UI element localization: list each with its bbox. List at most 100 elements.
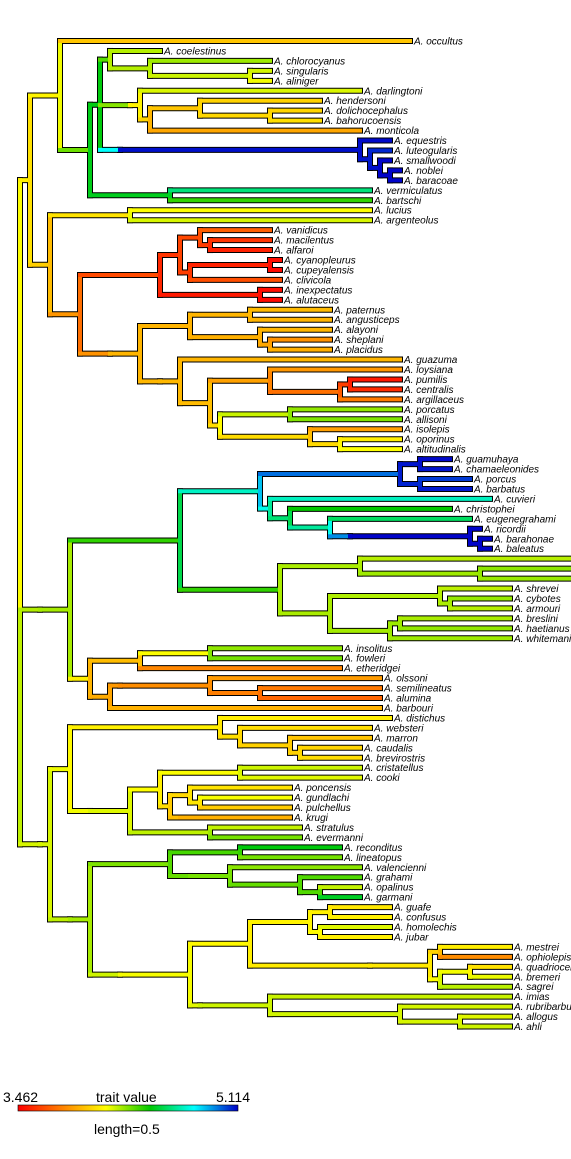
- tip-label: A. lucius: [373, 206, 412, 217]
- tip-label: A. barbouri: [383, 703, 434, 714]
- tip-label: A. porcatus: [403, 405, 455, 416]
- tip-label: A. krugi: [293, 813, 329, 824]
- tip-label: A. oporinus: [403, 435, 455, 446]
- tip-label: A. cristatellus: [363, 763, 423, 774]
- tip-label: A. homolechis: [393, 922, 457, 933]
- tip-label: A. olssoni: [383, 674, 428, 685]
- tip-label: A. fowleri: [343, 654, 386, 665]
- tip-label: A. barahonae: [493, 534, 554, 545]
- legend-max-label: 5.114: [216, 1089, 250, 1105]
- tip-label: A. christophei: [453, 504, 515, 515]
- tip-label: A. isolepis: [403, 425, 450, 436]
- legend-title: trait value: [96, 1089, 157, 1105]
- tip-label: A. brevirostris: [363, 753, 425, 764]
- tip-label: A. alumina: [383, 694, 432, 705]
- tip-label: A. pulchellus: [293, 803, 351, 814]
- tip-label: A. jubar: [393, 932, 429, 943]
- tip-label: A. bremeri: [513, 972, 561, 983]
- tip-label: A. insolitus: [343, 644, 392, 655]
- tip-label: A. gundlachi: [293, 793, 350, 804]
- tip-label: A. cuvieri: [493, 494, 536, 505]
- tip-label: A. cybotes: [513, 594, 561, 605]
- tip-label: A. ricordii: [483, 524, 526, 535]
- tip-label: A. luteogularis: [393, 146, 457, 157]
- tip-label: A. valencienni: [363, 863, 427, 874]
- tip-label: A. dolichocephalus: [323, 106, 408, 117]
- tip-label: A. mestrei: [513, 942, 560, 953]
- tip-label: A. hendersoni: [323, 96, 386, 107]
- tip-label: A. equestris: [393, 136, 447, 147]
- tip-label: A. loysiana: [403, 365, 453, 376]
- tip-label: A. singularis: [273, 66, 328, 77]
- tip-label: A. rubribarbus: [513, 1002, 571, 1013]
- tip-label: A. breslini: [513, 614, 559, 625]
- tip-label: A. cyanopleurus: [283, 256, 356, 267]
- tip-label: A. reconditus: [343, 843, 402, 854]
- tip-label: A. poncensis: [293, 783, 351, 794]
- tip-label: A. altitudinalis: [403, 445, 466, 456]
- tip-label: A. stratulus: [303, 823, 354, 834]
- tip-label: A. vermiculatus: [373, 186, 442, 197]
- tip-label: A. cupeyalensis: [283, 265, 354, 276]
- tip-label: A. smallwoodi: [393, 156, 456, 167]
- tip-label: A. placidus: [333, 345, 383, 356]
- tip-label: A. allogus: [513, 1012, 558, 1023]
- tip-label: A. quadriocellifer: [513, 962, 571, 973]
- tip-label: A. noblei: [403, 166, 444, 177]
- tip-label: A. baracoae: [403, 176, 458, 187]
- tip-label: A. porcus: [473, 475, 516, 486]
- tip-label: A. lineatopus: [343, 853, 402, 864]
- tip-label: A. centralis: [403, 385, 453, 396]
- tip-labels: A. occultus A. coelestinus A. chlorocyanus…: [163, 37, 571, 1034]
- tip-label: A. chlorocyanus: [273, 56, 345, 67]
- tip-label: A. coelestinus: [163, 46, 226, 57]
- tip-label: A. alfaroi: [273, 246, 314, 257]
- tip-label: A. opalinus: [363, 883, 413, 894]
- tip-label: A. distichus: [393, 713, 445, 724]
- tip-label: A. whitemani: [513, 634, 571, 645]
- tip-label: A. haetianus: [513, 624, 570, 635]
- tip-label: A. argenteolus: [373, 216, 439, 227]
- tip-label: A. imias: [513, 992, 550, 1003]
- tip-label: A. alutaceus: [283, 295, 339, 306]
- tip-label: A. darlingtoni: [363, 86, 423, 97]
- tip-label: A. monticola: [363, 126, 419, 137]
- tip-label: A. eugenegrahami: [473, 514, 557, 525]
- tip-label: A. macilentus: [273, 236, 334, 247]
- tip-label: A. sagrei: [513, 982, 554, 993]
- tip-label: A. marron: [373, 733, 418, 744]
- tip-label: A. inexpectatus: [283, 285, 352, 296]
- tip-label: A. ahli: [513, 1022, 543, 1033]
- tip-label: A. etheridgei: [343, 664, 401, 675]
- tip-label: A. chamaeleonides: [453, 465, 539, 476]
- tip-label: A. pumilis: [403, 375, 447, 386]
- tip-label: A. semilineatus: [383, 684, 452, 695]
- tip-label: A. bartschi: [373, 196, 422, 207]
- tip-label: A. grahami: [363, 873, 413, 884]
- tip-label: A. garmani: [363, 893, 413, 904]
- tip-label: A. guazuma: [403, 355, 458, 366]
- tip-label: A. clivicola: [283, 275, 332, 286]
- tip-label: A. websteri: [373, 723, 424, 734]
- tip-label: A. ophiolepis: [513, 952, 571, 963]
- tip-label: A. barbatus: [473, 484, 525, 495]
- tip-label: A. armouri: [513, 604, 561, 615]
- tip-label: A. allisoni: [403, 415, 448, 426]
- tip-label: A. angusticeps: [333, 315, 400, 326]
- legend: 3.462 trait value 5.114 length=0.5: [3, 1089, 250, 1137]
- tip-label: A. alayoni: [333, 325, 379, 336]
- tip-label: A. shrevei: [513, 584, 559, 595]
- legend-scale-label: length=0.5: [94, 1121, 160, 1137]
- tip-label: A. aliniger: [273, 76, 319, 87]
- tip-label: A. cooki: [363, 773, 400, 784]
- tip-label: A. baleatus: [493, 544, 544, 555]
- color-scale-bar: [17, 1104, 239, 1112]
- tip-label: A. caudalis: [363, 743, 413, 754]
- legend-min-label: 3.462: [3, 1089, 38, 1105]
- tip-label: A. vanidicus: [273, 226, 328, 237]
- tip-label: A. evermanni: [303, 833, 364, 844]
- tip-label: A. bahorucoensis: [323, 116, 401, 127]
- tip-label: A. occultus: [413, 37, 463, 48]
- tip-label: A. guamuhaya: [453, 455, 519, 466]
